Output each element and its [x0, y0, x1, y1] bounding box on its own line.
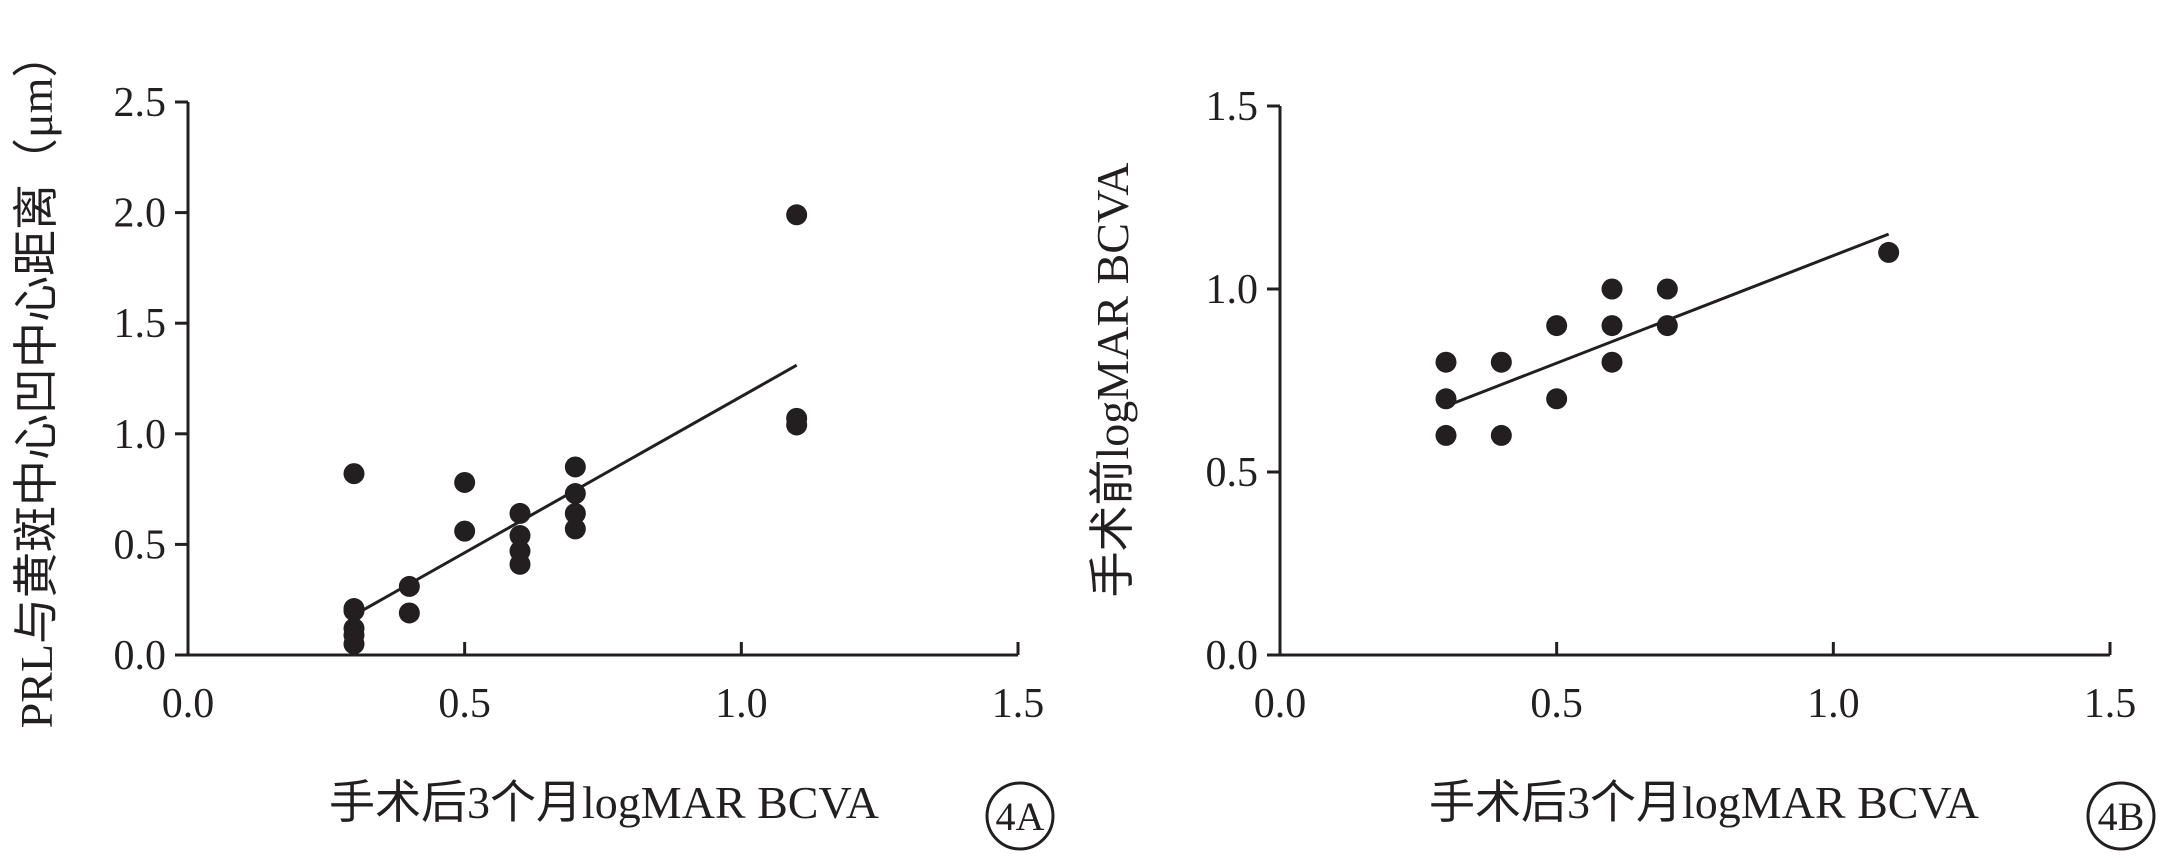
data-point: [564, 518, 586, 540]
badge-circle: [985, 781, 1055, 851]
panel-label: 4A: [996, 794, 1045, 839]
y-tick-label: 1.0: [1206, 267, 1259, 313]
data-point: [1546, 315, 1568, 337]
data-point: [1656, 278, 1678, 300]
data-point: [1878, 241, 1900, 263]
x-axis-title: 手术后3个月logMAR BCVA: [329, 777, 879, 828]
data-point: [1546, 388, 1568, 410]
y-tick-label: 1.5: [1206, 84, 1259, 130]
data-point: [564, 502, 586, 524]
y-tick-label: 2.5: [114, 80, 167, 126]
x-tick-label: 1.5: [992, 681, 1045, 727]
tick-labels: 0.0 0.5 1.0 1.5 0.0 0.5 1.0 1.5 2.0 2.5: [114, 80, 1045, 727]
chart-panel-4b: 0.0 0.5 1.0 1.5 0.0 0.5 1.0 1.5 手术后3个月logMAR BC…: [1087, 84, 2156, 851]
axes: [1278, 106, 2110, 657]
panel-label: 4B: [2098, 794, 2145, 839]
scatter-points: [1435, 241, 1900, 446]
x-tick-label: 0.0: [1254, 681, 1307, 727]
data-point: [454, 520, 476, 542]
x-tick-label: 0.0: [162, 681, 215, 727]
y-tick-label: 0.0: [1206, 633, 1259, 679]
y-tick-label: 1.0: [114, 412, 167, 458]
data-point: [1490, 424, 1512, 446]
y-tick-label: 2.0: [114, 191, 167, 237]
x-tick-label: 0.5: [438, 681, 491, 727]
trend-line: [353, 363, 798, 617]
x-tick-label: 0.5: [1530, 681, 1583, 727]
y-tick-label: 0.5: [1206, 450, 1259, 496]
axes: [186, 102, 1018, 657]
y-tick-label: 1.5: [114, 301, 167, 347]
data-point: [786, 204, 808, 226]
data-point: [509, 525, 531, 547]
x-tick-label: 1.5: [2084, 681, 2137, 727]
data-point: [1435, 424, 1457, 446]
data-point: [1435, 351, 1457, 373]
tick-marks: [1267, 104, 2112, 657]
data-point: [1601, 278, 1623, 300]
y-axis-title: 手术前logMAR BCVA: [1087, 163, 1138, 598]
scatter-points: [343, 204, 808, 655]
data-point: [1601, 315, 1623, 337]
x-axis-title: 手术后3个月logMAR BCVA: [1429, 777, 1979, 828]
badge-circle: [2086, 781, 2156, 851]
data-point: [786, 414, 808, 436]
x-tick-label: 1.0: [1807, 681, 1860, 727]
data-point: [398, 602, 420, 624]
tick-marks: [175, 100, 1020, 657]
data-point: [1435, 388, 1457, 410]
trend-line: [1445, 232, 1890, 408]
data-point: [1656, 315, 1678, 337]
tick-labels: 0.0 0.5 1.0 1.5 0.0 0.5 1.0 1.5: [1206, 84, 2137, 727]
chart-panel-4a: 0.0 0.5 1.0 1.5 0.0 0.5 1.0 1.5 2.0 2.5 手术后3个月log…: [11, 32, 1055, 851]
data-point: [343, 600, 365, 622]
data-point: [1490, 351, 1512, 373]
data-point: [343, 463, 365, 485]
data-point: [1601, 351, 1623, 373]
data-point: [564, 456, 586, 478]
data-point: [343, 633, 365, 655]
data-point: [509, 553, 531, 575]
y-tick-label: 0.0: [114, 633, 167, 679]
x-tick-label: 1.0: [715, 681, 768, 727]
y-axis-title: PRL与黄斑中心凹中心距离（μm）: [11, 32, 62, 729]
panel-label-badge: 4B: [2086, 781, 2156, 851]
data-point: [454, 471, 476, 493]
panel-label-badge: 4A: [985, 781, 1055, 851]
y-tick-label: 0.5: [114, 522, 167, 568]
